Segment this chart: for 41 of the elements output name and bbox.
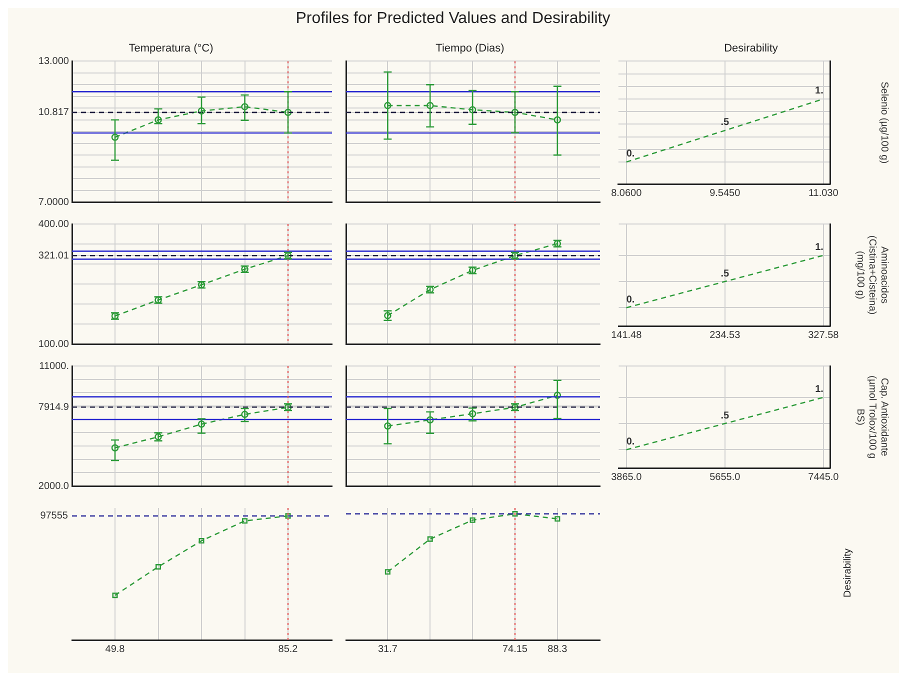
x-tick-label: 141.48: [611, 330, 642, 341]
y-tick-label: 7914.9: [38, 402, 70, 413]
data-label: 0.: [626, 436, 635, 448]
data-label: 0.: [626, 148, 635, 160]
text: 97555: [40, 510, 68, 522]
y-tick-label: 11000.: [39, 360, 69, 372]
y-tick-label: 13.000: [38, 56, 70, 67]
x-tick-label: 31.7: [378, 644, 398, 655]
text: Desirability: [842, 548, 854, 598]
x-tick-label: 3865.0: [611, 472, 642, 483]
y2-axis-title: Cap. Antioxidante (µmol Trolox/100 g BS): [854, 375, 890, 459]
x-tick-label: 8.0600: [611, 188, 642, 199]
x-tick-label: 234.53: [710, 330, 741, 341]
y-tick-label: 2000.0: [38, 480, 70, 492]
x-tick-label: 88.3: [548, 644, 568, 655]
y-tick-label: 10.817: [38, 107, 70, 118]
data-label: 1.: [815, 86, 824, 97]
x-tick-label: 11.030: [808, 188, 839, 199]
y-tick-label: 321.01: [38, 250, 70, 262]
y-tick-label: 7.0000: [38, 196, 70, 208]
data-label: 1.: [815, 384, 824, 396]
x-tick-label: 74.15: [502, 644, 528, 655]
chart-title: Temperatura (°C): [128, 42, 214, 55]
data-label: 0.: [626, 294, 635, 306]
y2-axis-title: Selenio (µg/100 g): [878, 82, 890, 164]
y-tick-label: 400.00: [38, 218, 70, 230]
x-tick-label: 85.2: [278, 644, 298, 655]
data-label: .5: [720, 117, 730, 128]
x-tick-label: 7445.0: [808, 472, 840, 483]
y-tick-label: 100.00: [38, 338, 70, 350]
data-label: .5: [720, 268, 730, 280]
x-tick-label: 9.5450: [710, 188, 741, 199]
text: Profiles for Predicted Values and Desirability: [294, 9, 612, 29]
x-tick-label: 327.58: [808, 330, 840, 341]
chart-title: Desirability: [724, 42, 778, 55]
y2-axis-title: Aminoacidos (Cistina+Cisteina) (mg/100 g): [854, 235, 890, 315]
data-label: .5: [720, 410, 730, 422]
x-tick-label: 49.8: [105, 644, 126, 655]
chart-title: Tiempo (Dias): [436, 42, 504, 55]
data-label: 1.: [815, 242, 824, 254]
x-tick-label: 5655.0: [710, 472, 741, 483]
